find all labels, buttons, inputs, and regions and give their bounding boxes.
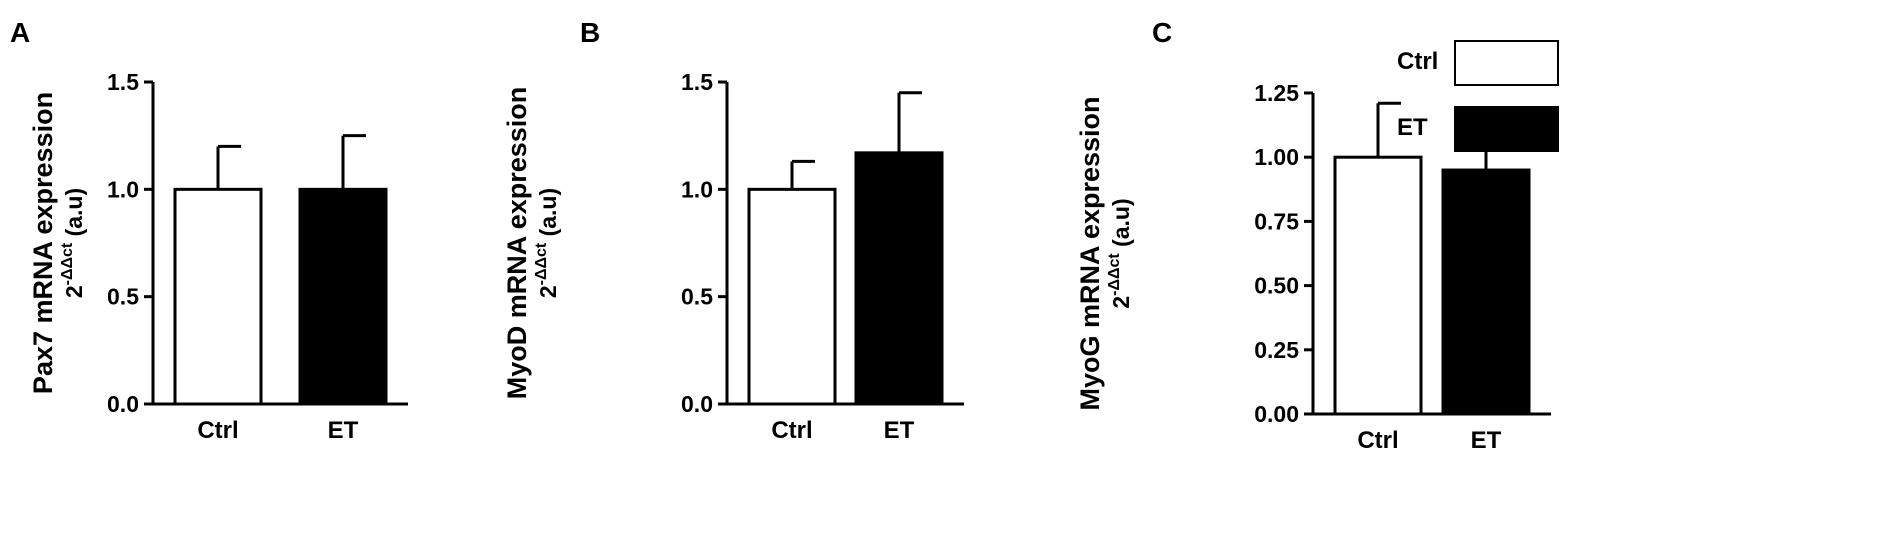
panel-letter: A <box>10 17 30 48</box>
x-category-label: Ctrl <box>197 417 238 444</box>
y-tick-label: 0.00 <box>1254 401 1299 427</box>
x-category-label: Ctrl <box>771 417 812 444</box>
bar-et <box>1441 168 1531 416</box>
y-axis-title: MyoD mRNA expression <box>502 87 532 400</box>
y-tick-label: 1.5 <box>681 69 713 95</box>
panel-letter: C <box>1152 17 1172 48</box>
y-axis-subtitle-base: 2 <box>535 285 561 298</box>
y-tick-label: 0.50 <box>1254 273 1299 299</box>
bar-ctrl <box>747 187 837 406</box>
y-tick-label: 1.00 <box>1254 144 1299 170</box>
bar-et <box>298 187 388 406</box>
panel-b-chart: B 0.0 0.5 1.0 1.5 Ctrl ET MyoD mRNA expression 2… <box>502 17 964 444</box>
y-tick-label: 0.0 <box>681 391 713 417</box>
bar-et <box>854 151 944 406</box>
panel-a-chart: A 0.0 0.5 1.0 1.5 Ctrl ET Pax7 mRNA expression 2… <box>10 17 408 444</box>
x-category-label: ET <box>328 417 359 444</box>
legend-swatch-et <box>1454 106 1559 152</box>
legend-swatch-ctrl <box>1454 40 1559 86</box>
legend: Ctrl ET <box>1397 40 1559 152</box>
bar-ctrl <box>173 187 263 406</box>
y-axis-subtitle-unit: (a.u) <box>61 188 87 243</box>
legend-label-et: ET <box>1397 114 1428 141</box>
panel-c-chart: C 0.00 0.25 0.50 0.75 1.00 1.25 Ctrl ET MyoG mRNA… <box>1075 17 1551 454</box>
legend-label-ctrl: Ctrl <box>1397 48 1438 75</box>
y-axis-title: Pax7 mRNA expression <box>28 92 58 394</box>
y-axis-subtitle-unit: (a.u) <box>535 188 561 243</box>
y-axis-subtitle: 2-ΔΔct (a.u) <box>59 188 87 298</box>
y-tick-label: 1.0 <box>681 176 713 202</box>
bar-ctrl <box>1333 155 1423 416</box>
y-axis-subtitle-unit: (a.u) <box>1108 198 1134 253</box>
y-tick-label: 1.0 <box>107 176 139 202</box>
y-axis-subtitle-exponent: -ΔΔct <box>1106 253 1123 296</box>
y-axis-subtitle-base: 2 <box>1108 296 1134 309</box>
y-tick-label: 1.25 <box>1254 80 1299 106</box>
y-axis-subtitle-exponent: -ΔΔct <box>59 242 76 285</box>
y-axis-subtitle-base: 2 <box>61 285 87 298</box>
y-tick-label: 0.5 <box>107 284 139 310</box>
y-tick-label: 0.0 <box>107 391 139 417</box>
y-axis-subtitle-exponent: -ΔΔct <box>533 242 550 285</box>
y-tick-label: 0.75 <box>1254 208 1299 234</box>
y-axis-title: MyoG mRNA expression <box>1075 96 1105 410</box>
y-axis-subtitle: 2-ΔΔct (a.u) <box>533 188 561 298</box>
x-category-label: ET <box>884 417 915 444</box>
y-tick-label: 0.5 <box>681 284 713 310</box>
x-category-label: ET <box>1471 427 1502 454</box>
y-axis-subtitle: 2-ΔΔct (a.u) <box>1106 198 1134 308</box>
y-tick-label: 1.5 <box>107 69 139 95</box>
panel-letter: B <box>580 17 600 48</box>
y-tick-label: 0.25 <box>1254 337 1299 363</box>
x-category-label: Ctrl <box>1357 427 1398 454</box>
